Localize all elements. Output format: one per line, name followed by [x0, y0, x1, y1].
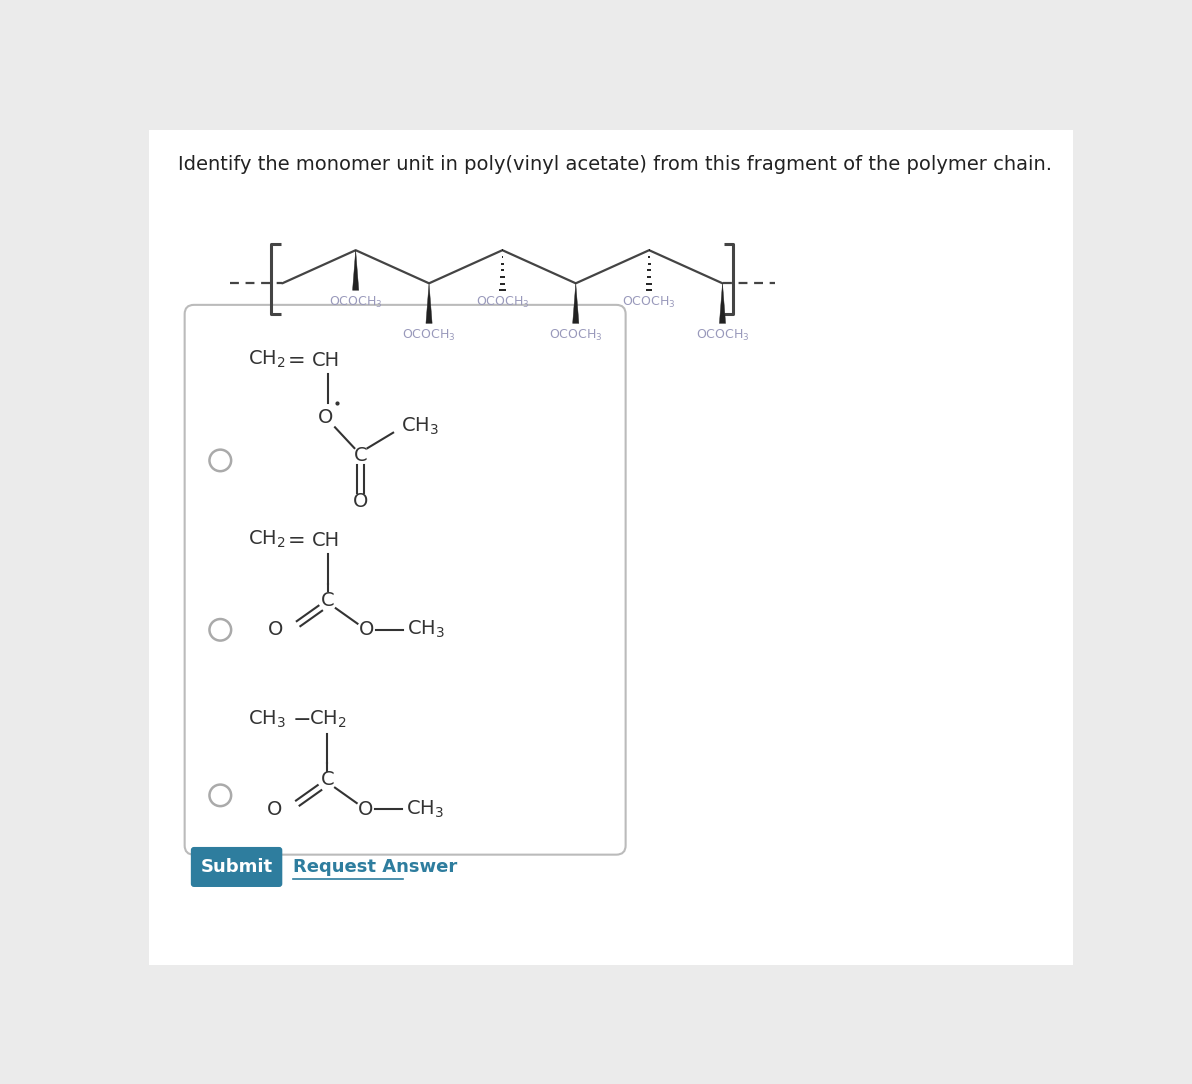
Polygon shape — [353, 250, 359, 291]
FancyBboxPatch shape — [149, 130, 1073, 965]
Text: O: O — [359, 800, 373, 818]
Text: OCOCH$_3$: OCOCH$_3$ — [550, 328, 602, 343]
Polygon shape — [426, 283, 433, 323]
Text: OCOCH$_3$: OCOCH$_3$ — [476, 295, 529, 310]
Text: CH$_3$: CH$_3$ — [248, 709, 286, 730]
Text: O: O — [267, 800, 283, 818]
Text: Submit: Submit — [200, 857, 273, 876]
Text: O: O — [353, 492, 368, 512]
Text: CH: CH — [312, 531, 340, 551]
Text: C: C — [321, 591, 335, 610]
Polygon shape — [720, 283, 726, 323]
Text: OCOCH$_3$: OCOCH$_3$ — [329, 295, 383, 310]
Text: CH$_2$: CH$_2$ — [248, 349, 286, 371]
Text: OCOCH$_3$: OCOCH$_3$ — [622, 295, 676, 310]
Text: CH: CH — [312, 351, 340, 371]
Text: OCOCH$_3$: OCOCH$_3$ — [696, 328, 750, 343]
Text: C: C — [321, 771, 334, 789]
Text: $\!=\!$: $\!=\!$ — [287, 529, 305, 549]
Text: $-$: $-$ — [292, 708, 311, 728]
Text: CH$_2$: CH$_2$ — [309, 709, 347, 730]
Circle shape — [210, 785, 231, 806]
Text: O: O — [268, 620, 283, 640]
Text: $\!=\!$: $\!=\!$ — [287, 349, 305, 369]
Text: C: C — [354, 447, 367, 465]
Text: CH$_3$: CH$_3$ — [408, 619, 445, 641]
Text: CH$_2$: CH$_2$ — [248, 529, 286, 551]
FancyBboxPatch shape — [191, 847, 283, 887]
Text: OCOCH$_3$: OCOCH$_3$ — [402, 328, 455, 343]
Text: CH$_3$: CH$_3$ — [406, 799, 445, 820]
Circle shape — [210, 450, 231, 472]
Polygon shape — [572, 283, 579, 323]
Text: O: O — [359, 620, 374, 640]
Circle shape — [210, 619, 231, 641]
Text: CH$_3$: CH$_3$ — [401, 416, 439, 437]
Text: O: O — [318, 408, 334, 427]
Text: Request Answer: Request Answer — [293, 857, 458, 876]
Text: Identify the monomer unit in poly(vinyl acetate) from this fragment of the polym: Identify the monomer unit in poly(vinyl … — [179, 155, 1053, 173]
FancyBboxPatch shape — [185, 305, 626, 854]
